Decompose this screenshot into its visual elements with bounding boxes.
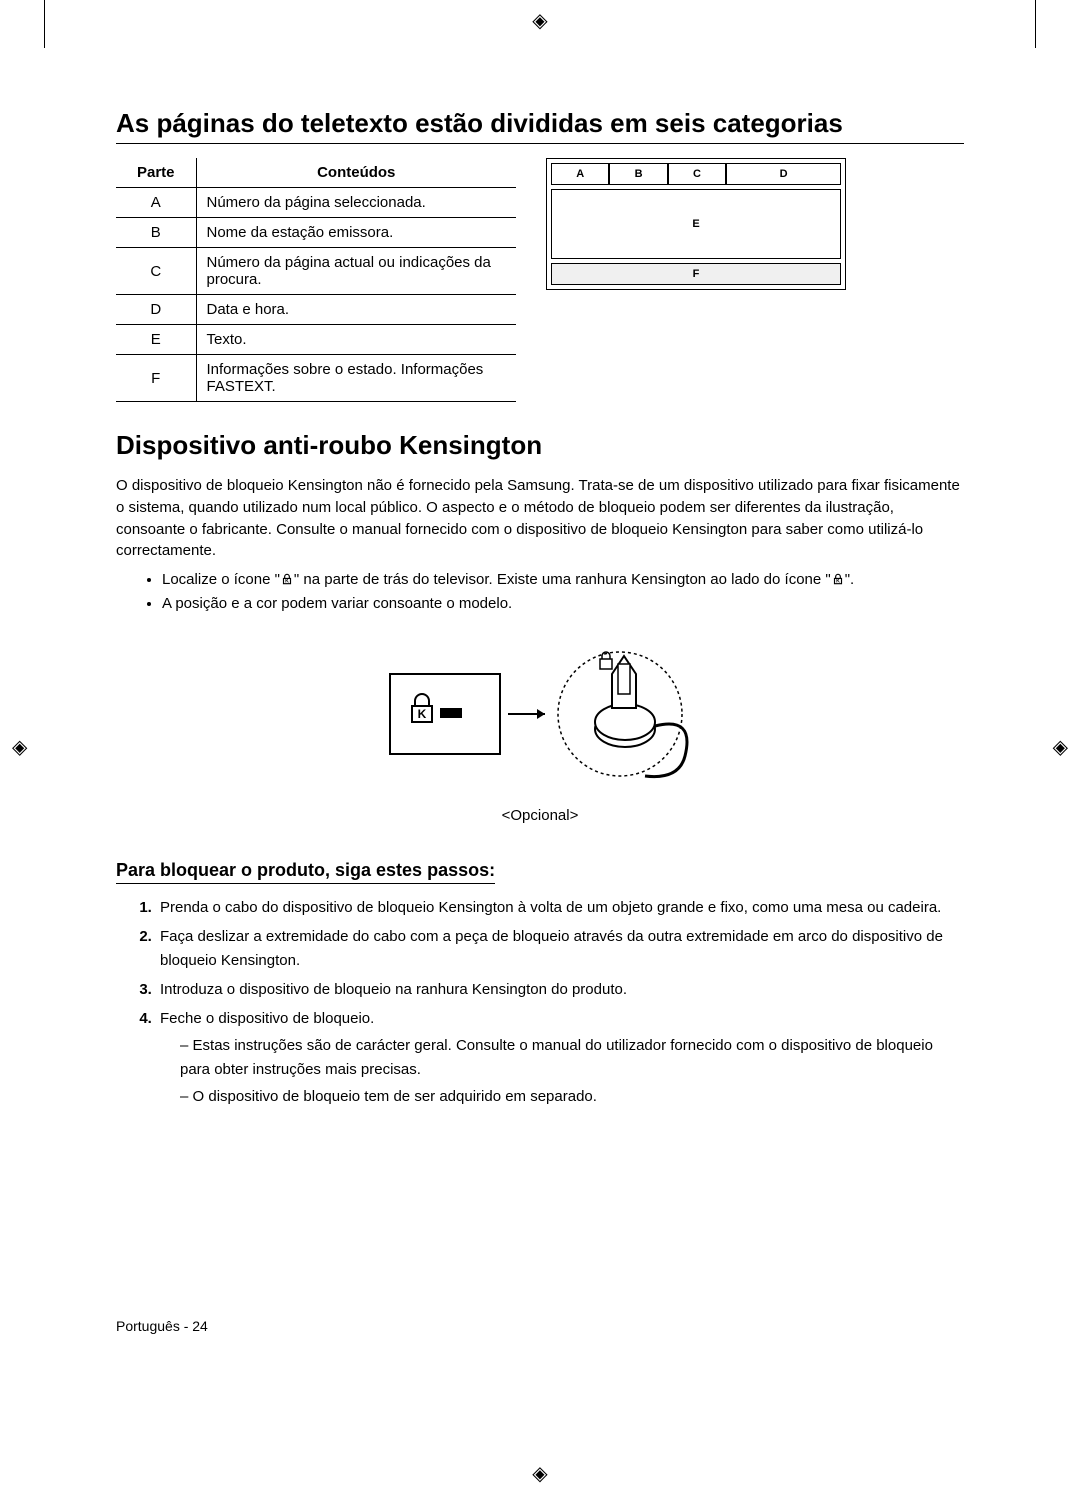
table-row: B Nome da estação emissora. <box>116 218 516 248</box>
part-key: B <box>116 218 196 248</box>
crop-mark <box>1035 0 1036 48</box>
kensington-lock-icon: K <box>831 572 845 586</box>
diagram-cell-a: A <box>551 163 609 185</box>
part-val: Informações sobre o estado. Informações … <box>196 355 516 402</box>
table-row: F Informações sobre o estado. Informaçõe… <box>116 355 516 402</box>
col-parte: Parte <box>116 158 196 188</box>
kensington-lock-icon: K <box>280 572 294 586</box>
teletext-row: Parte Conteúdos A Número da página selec… <box>116 158 964 402</box>
list-item: Feche o dispositivo de bloqueio. Estas i… <box>156 1007 964 1108</box>
col-conteudos: Conteúdos <box>196 158 516 188</box>
diagram-cell-f: F <box>551 263 841 285</box>
registration-mark-icon: ◈ <box>12 735 27 760</box>
lock-steps-list: Prenda o cabo do dispositivo de bloqueio… <box>116 896 964 1108</box>
part-key: E <box>116 325 196 355</box>
registration-mark-icon: ◈ <box>1053 735 1068 760</box>
table-row: E Texto. <box>116 325 516 355</box>
bullet-text: Localize o ícone " <box>162 571 280 588</box>
teletext-heading: As páginas do teletexto estão divididas … <box>116 108 964 144</box>
page-content: As páginas do teletexto estão divididas … <box>116 108 964 1114</box>
bullet-text: " na parte de trás do televisor. Existe … <box>294 571 831 588</box>
list-item: Localize o ícone " K " na parte de trás do… <box>162 568 964 592</box>
list-item: Estas instruções são de carácter geral. … <box>180 1034 964 1081</box>
page-footer: Português - 24 <box>116 1318 208 1334</box>
list-item: Introduza o dispositivo de bloqueio na r… <box>156 978 964 1001</box>
kensington-figure: K <Opcional> <box>116 634 964 824</box>
diagram-cell-d: D <box>726 163 841 185</box>
part-key: C <box>116 248 196 295</box>
registration-mark-icon: ◈ <box>532 8 547 33</box>
step-text: Feche o dispositivo de bloqueio. <box>160 1010 374 1027</box>
part-val: Número da página actual ou indicações da… <box>196 248 516 295</box>
sub-list: Estas instruções são de carácter geral. … <box>160 1034 964 1108</box>
table-row: A Número da página seleccionada. <box>116 188 516 218</box>
part-key: F <box>116 355 196 402</box>
list-item: Prenda o cabo do dispositivo de bloqueio… <box>156 896 964 919</box>
bullet-text: ". <box>845 571 855 588</box>
parts-table: Parte Conteúdos A Número da página selec… <box>116 158 516 402</box>
part-val: Nome da estação emissora. <box>196 218 516 248</box>
lock-steps-heading: Para bloquear o produto, siga estes pass… <box>116 860 495 884</box>
teletext-layout-diagram: A B C D E F <box>546 158 846 290</box>
kensington-heading: Dispositivo anti-roubo Kensington <box>116 430 964 461</box>
list-item: O dispositivo de bloqueio tem de ser adq… <box>180 1085 964 1108</box>
kensington-diagram-icon: K <box>380 634 700 794</box>
svg-text:K: K <box>836 579 840 585</box>
part-val: Texto. <box>196 325 516 355</box>
list-item: A posição e a cor podem variar consoante… <box>162 592 964 616</box>
part-key: D <box>116 295 196 325</box>
crop-mark <box>44 0 45 48</box>
diagram-cell-e: E <box>551 189 841 259</box>
part-key: A <box>116 188 196 218</box>
kensington-paragraph: O dispositivo de bloqueio Kensington não… <box>116 475 964 562</box>
diagram-cell-c: C <box>668 163 726 185</box>
part-val: Data e hora. <box>196 295 516 325</box>
table-row: C Número da página actual ou indicações … <box>116 248 516 295</box>
svg-text:K: K <box>418 707 427 721</box>
figure-caption: <Opcional> <box>116 807 964 824</box>
registration-mark-icon: ◈ <box>532 1461 547 1486</box>
part-val: Número da página seleccionada. <box>196 188 516 218</box>
svg-text:K: K <box>285 579 289 585</box>
table-row: D Data e hora. <box>116 295 516 325</box>
kensington-bullets: Localize o ícone " K " na parte de trás do… <box>116 568 964 616</box>
list-item: Faça deslizar a extremidade do cabo com … <box>156 925 964 972</box>
diagram-cell-b: B <box>609 163 667 185</box>
